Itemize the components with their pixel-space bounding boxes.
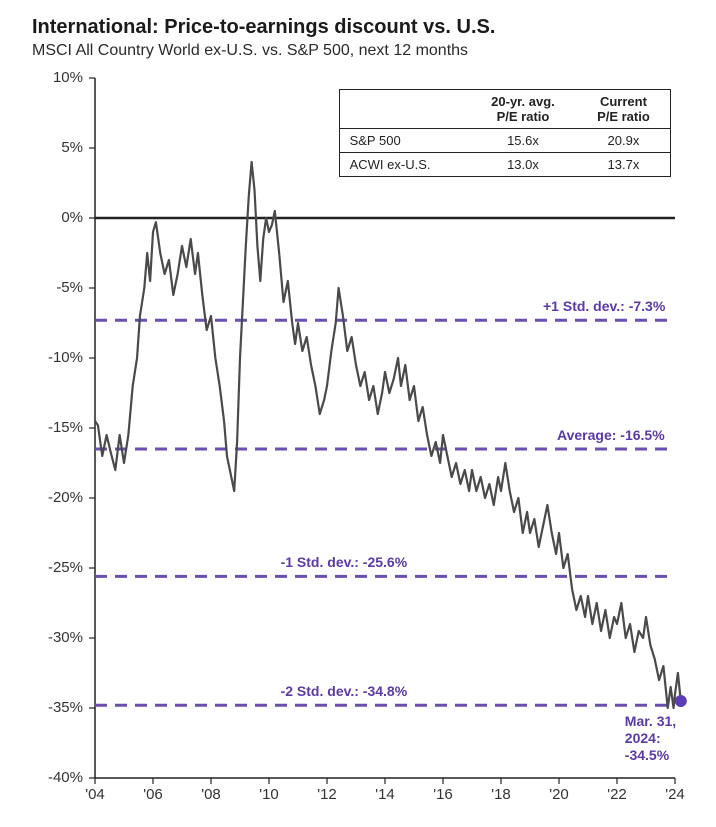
reference-line-label: +1 Std. dev.: -7.3%	[543, 298, 665, 314]
inset-header: CurrentP/E ratio	[577, 90, 671, 129]
x-tick-label: '14	[365, 786, 405, 803]
inset-cell: 15.6x	[469, 128, 576, 152]
y-tick-label: -20%	[0, 489, 83, 506]
inset-cell: ACWI ex-U.S.	[340, 152, 470, 176]
x-tick-label: '24	[655, 786, 695, 803]
inset-cell: 20.9x	[577, 128, 671, 152]
y-tick-label: -30%	[0, 629, 83, 646]
y-tick-label: 0%	[0, 209, 83, 226]
x-tick-label: '10	[249, 786, 289, 803]
y-tick-label: -5%	[0, 279, 83, 296]
x-tick-label: '04	[75, 786, 115, 803]
y-tick-label: -15%	[0, 419, 83, 436]
inset-cell: S&P 500	[340, 128, 470, 152]
x-tick-label: '20	[539, 786, 579, 803]
inset-cell: 13.0x	[469, 152, 576, 176]
y-tick-label: -10%	[0, 349, 83, 366]
y-tick-label: -35%	[0, 699, 83, 716]
y-tick-label: -40%	[0, 769, 83, 786]
x-tick-label: '22	[597, 786, 637, 803]
y-tick-label: 10%	[0, 69, 83, 86]
reference-line-label: -2 Std. dev.: -34.8%	[281, 683, 408, 699]
x-tick-label: '12	[307, 786, 347, 803]
inset-cell: 13.7x	[577, 152, 671, 176]
x-tick-label: '16	[423, 786, 463, 803]
y-tick-label: -25%	[0, 559, 83, 576]
inset-header: 20-yr. avg.P/E ratio	[469, 90, 576, 129]
y-tick-label: 5%	[0, 139, 83, 156]
x-tick-label: '06	[133, 786, 173, 803]
reference-line-label: Average: -16.5%	[557, 427, 665, 443]
x-tick-label: '08	[191, 786, 231, 803]
reference-line-label: -1 Std. dev.: -25.6%	[281, 554, 408, 570]
x-tick-label: '18	[481, 786, 521, 803]
inset-table: 20-yr. avg.P/E ratioCurrentP/E ratio S&P …	[339, 89, 672, 177]
endpoint-label: Mar. 31,2024:-34.5%	[625, 713, 676, 763]
